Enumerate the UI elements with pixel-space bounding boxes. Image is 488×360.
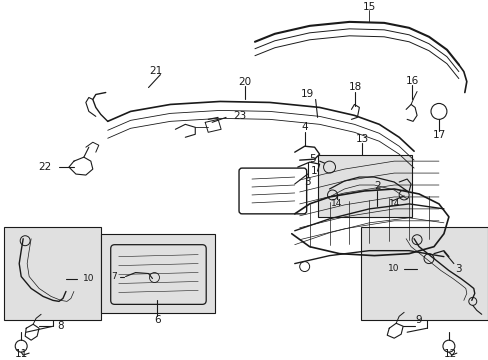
Text: 17: 17 <box>431 130 445 140</box>
Text: 20: 20 <box>238 77 251 86</box>
Text: 18: 18 <box>348 81 361 91</box>
Text: 13: 13 <box>355 134 368 144</box>
Text: 22: 22 <box>38 162 51 172</box>
Bar <box>361 227 487 320</box>
Text: 12: 12 <box>444 349 457 359</box>
Text: 14: 14 <box>330 199 342 208</box>
Text: 15: 15 <box>362 2 375 12</box>
Text: 3: 3 <box>455 264 461 274</box>
Text: 3: 3 <box>304 177 310 187</box>
Text: 1: 1 <box>310 166 316 176</box>
Text: 10: 10 <box>82 274 94 283</box>
Text: 9: 9 <box>414 315 421 325</box>
Text: 23: 23 <box>233 111 246 121</box>
Text: 2: 2 <box>373 181 380 191</box>
Text: 14: 14 <box>388 199 400 208</box>
Bar <box>4 227 101 320</box>
Text: 19: 19 <box>300 90 313 99</box>
Text: 8: 8 <box>57 321 63 331</box>
Bar <box>101 234 215 313</box>
Text: 11: 11 <box>15 349 28 359</box>
Text: 21: 21 <box>148 66 162 76</box>
Text: 4: 4 <box>301 122 307 132</box>
Text: 16: 16 <box>405 76 418 86</box>
Text: 10: 10 <box>387 264 398 273</box>
Text: 7: 7 <box>111 272 117 281</box>
Bar <box>317 155 411 217</box>
Text: 6: 6 <box>154 315 161 325</box>
Text: 5: 5 <box>308 154 315 164</box>
